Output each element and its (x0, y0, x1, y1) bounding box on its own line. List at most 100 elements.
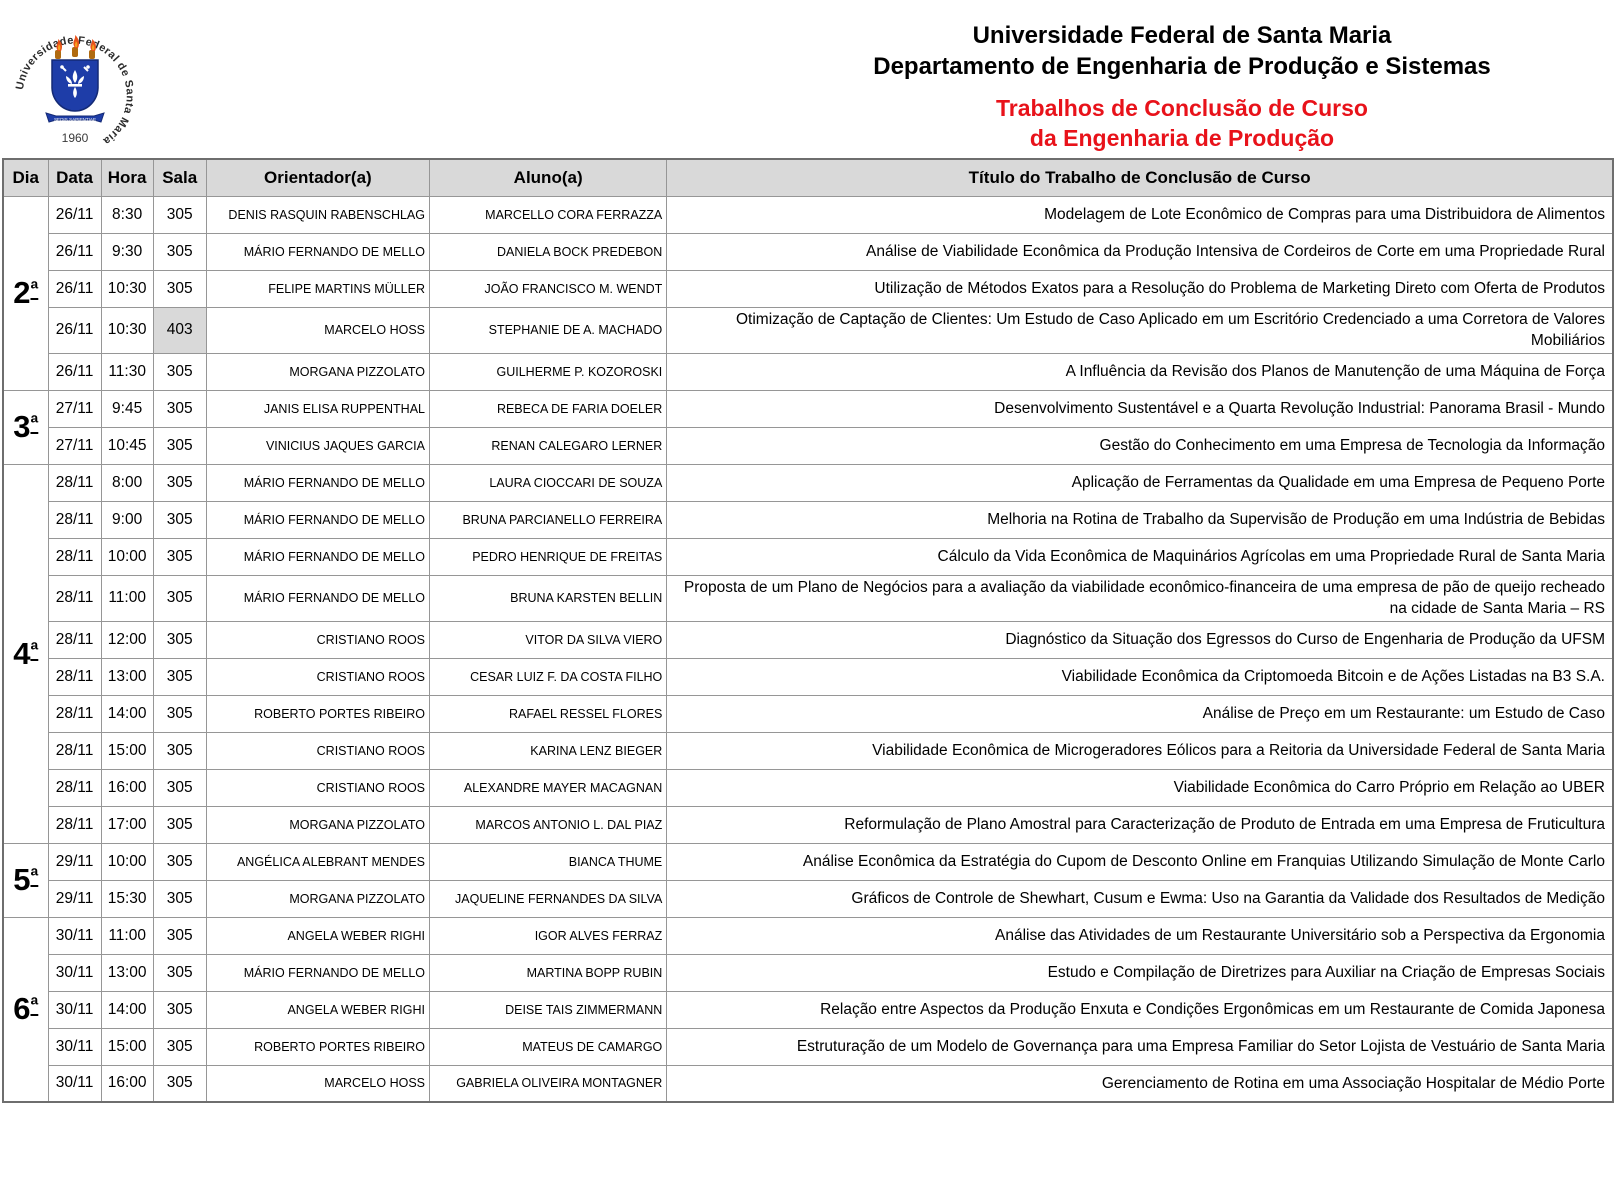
cell-titulo: Viabilidade Econômica do Carro Próprio e… (666, 768, 1614, 807)
cell-data: 26/11 (47, 352, 102, 391)
cell-hora: 16:00 (100, 768, 154, 807)
cell-aluno: MARCELLO CORA FERRAZZA (428, 196, 668, 234)
cell-sala: 305 (152, 768, 207, 807)
cell-aluno: DEISE TAIS ZIMMERMANN (428, 990, 668, 1029)
table-row: 28/11 12:00 305 CRISTIANO ROOS VITOR DA SILV… (3, 620, 1614, 659)
cell-hora: 9:00 (100, 500, 154, 539)
day-number: 5 (13, 862, 31, 897)
day-number: 6 (13, 991, 31, 1027)
cell-hora: 11:30 (100, 352, 154, 391)
col-header-sala: Sala (152, 158, 207, 197)
table-row: 5ª 29/11 10:00 305 ANGÉLICA ALEBRANT MENDES B… (2, 842, 1614, 918)
cell-titulo: Relação entre Aspectos da Produção Enxut… (666, 990, 1614, 1029)
table-row: 28/11 11:00 305 MÁRIO FERNANDO DE MELLO BRUN… (3, 574, 1614, 622)
cell-titulo: Gerenciamento de Rotina em uma Associaçã… (666, 1064, 1614, 1103)
cell-data: 30/11 (47, 953, 102, 992)
table-row: 30/11 14:00 305 ANGELA WEBER RIGHI DEISE TAI… (3, 990, 1614, 1029)
cell-orientador: FELIPE MARTINS MÜLLER (205, 270, 431, 308)
cell-sala: 305 (152, 389, 207, 428)
cell-data: 29/11 (47, 842, 102, 881)
cell-titulo: Utilização de Métodos Exatos para a Reso… (666, 270, 1614, 308)
cell-data: 28/11 (47, 768, 102, 807)
col-header-dia: Dia (2, 158, 49, 197)
cell-titulo: Estruturação de um Modelo de Governança … (666, 1027, 1614, 1066)
cell-hora: 15:00 (100, 731, 154, 770)
cell-sala: 305 (152, 233, 207, 271)
cell-orientador: CRISTIANO ROOS (205, 657, 431, 696)
cell-sala: 305 (152, 426, 207, 465)
col-header-hora: Hora (100, 158, 154, 197)
cell-sala: 305 (152, 916, 207, 955)
cell-hora: 17:00 (100, 805, 154, 844)
cell-hora: 15:30 (100, 879, 154, 918)
day-ordinal: ª (30, 412, 39, 436)
day-group-label: 3ª (2, 389, 49, 465)
cell-data: 26/11 (47, 196, 102, 234)
cell-orientador: VINICIUS JAQUES GARCIA (205, 426, 431, 465)
ufsm-logo: Universidade Federal de Santa Maria (14, 35, 135, 148)
cell-hora: 8:30 (100, 196, 154, 234)
cell-aluno: DANIELA BOCK PREDEBON (428, 233, 668, 271)
logo-year: 1960 (62, 131, 89, 145)
day-number: 3 (13, 409, 31, 445)
table-row: 28/11 15:00 305 CRISTIANO ROOS KARINA LENZ B… (3, 731, 1614, 770)
table-row: 26/11 9:30 305 MÁRIO FERNANDO DE MELLO DANIE… (3, 233, 1614, 271)
cell-orientador: MORGANA PIZZOLATO (205, 879, 431, 918)
cell-hora: 8:00 (100, 463, 154, 502)
cell-hora: 10:30 (100, 270, 154, 308)
document-title: Trabalhos de Conclusão de Curso da Engen… (750, 93, 1614, 153)
cell-sala: 305 (152, 953, 207, 992)
cell-orientador: MORGANA PIZZOLATO (205, 352, 431, 391)
cell-data: 26/11 (47, 270, 102, 308)
table-row: 4ª 28/11 8:00 305 MÁRIO FERNANDO DE MELLO LAU… (2, 463, 1614, 844)
day-number: 4 (13, 635, 31, 671)
cell-titulo: Otimização de Captação de Clientes: Um E… (666, 307, 1614, 354)
table-row: 30/11 13:00 305 MÁRIO FERNANDO DE MELLO MART… (3, 953, 1614, 992)
cell-aluno: VITOR DA SILVA VIERO (428, 620, 668, 659)
cell-data: 30/11 (47, 1064, 102, 1103)
cell-titulo: Estudo e Compilação de Diretrizes para A… (666, 953, 1614, 992)
cell-orientador: ROBERTO PORTES RIBEIRO (205, 1027, 431, 1066)
table-row: 26/11 10:30 305 FELIPE MARTINS MÜLLER JOÃO F… (3, 270, 1614, 308)
document-title-line1: Trabalhos de Conclusão de Curso (996, 95, 1368, 121)
cell-orientador: ANGELA WEBER RIGHI (205, 916, 431, 955)
table-row: 27/11 10:45 305 VINICIUS JAQUES GARCIA RENAN… (3, 426, 1614, 465)
cell-orientador: CRISTIANO ROOS (205, 620, 431, 659)
cell-sala: 305 (152, 537, 207, 576)
cell-sala: 305 (152, 620, 207, 659)
cell-data: 28/11 (47, 694, 102, 733)
org-name: Universidade Federal de Santa Maria (972, 22, 1392, 49)
cell-titulo: Gráficos de Controle de Shewhart, Cusum … (666, 879, 1614, 918)
cell-data: 27/11 (47, 426, 102, 465)
cell-aluno: BRUNA PARCIANELLO FERREIRA (428, 500, 668, 539)
cell-aluno: JAQUELINE FERNANDES DA SILVA (428, 879, 668, 918)
banner-ribbon: SEDIS SAPIENTIAE (45, 112, 105, 123)
shield-icon (51, 59, 99, 112)
cell-sala: 305 (152, 352, 207, 391)
cell-titulo: Análise de Viabilidade Econômica da Prod… (666, 233, 1614, 271)
cell-sala: 305 (152, 270, 207, 308)
cell-sala: 403 (152, 307, 207, 354)
document-title-line2: da Engenharia de Produção (1029, 125, 1335, 151)
cell-aluno: RAFAEL RESSEL FLORES (428, 694, 668, 733)
cell-hora: 16:00 (100, 1064, 154, 1103)
cell-orientador: MARCELO HOSS (205, 1064, 431, 1103)
day-group-label: 4ª (2, 463, 49, 844)
cell-orientador: MARCELO HOSS (205, 307, 431, 354)
table-row: 6ª 30/11 11:00 305 ANGELA WEBER RIGHI IGOR AL… (2, 916, 1614, 1103)
cell-orientador: MÁRIO FERNANDO DE MELLO (205, 537, 431, 576)
cell-aluno: PEDRO HENRIQUE DE FREITAS (428, 537, 668, 576)
cell-aluno: GUILHERME P. KOZOROSKI (428, 352, 668, 391)
table-row: 28/11 13:00 305 CRISTIANO ROOS CESAR LUIZ F.… (3, 657, 1614, 696)
col-header-aluno: Aluno(a) (428, 158, 668, 197)
cell-orientador: ROBERTO PORTES RIBEIRO (205, 694, 431, 733)
cell-hora: 13:00 (100, 657, 154, 696)
table-row: 28/11 10:00 305 MÁRIO FERNANDO DE MELLO PEDR… (3, 537, 1614, 576)
department-name: Departamento de Engenharia de Produção e… (873, 53, 1491, 80)
col-header-orientador: Orientador(a) (205, 158, 431, 197)
cell-data: 30/11 (47, 916, 102, 955)
cell-aluno: RENAN CALEGARO LERNER (428, 426, 668, 465)
cell-titulo: Análise de Preço em um Restaurante: um E… (666, 694, 1614, 733)
torch-icon (55, 35, 96, 59)
